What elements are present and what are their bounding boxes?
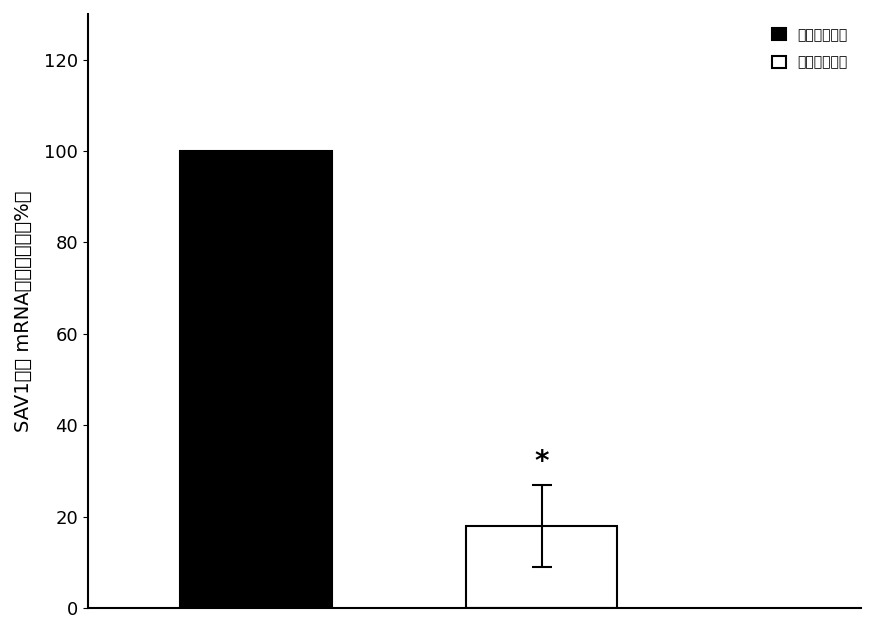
Bar <box>466 526 618 608</box>
Text: *: * <box>535 448 549 475</box>
Y-axis label: SAV1基因 mRNA相对表达量（%）: SAV1基因 mRNA相对表达量（%） <box>14 191 33 432</box>
Bar <box>180 151 332 608</box>
Legend: 正常肌层组织, 子宫肌瘤组织: 正常肌层组织, 子宫肌瘤组织 <box>765 21 854 77</box>
